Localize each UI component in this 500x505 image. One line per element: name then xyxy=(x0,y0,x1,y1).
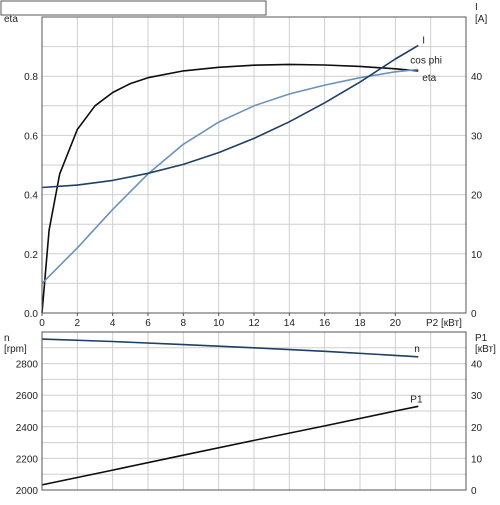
x-tick-label: 20 xyxy=(390,318,402,329)
series-line-I xyxy=(41,44,419,189)
x-axis-label: P2 [кВт] xyxy=(426,318,462,329)
x-tick-label: 14 xyxy=(284,318,296,329)
x-tick-label: 16 xyxy=(319,318,331,329)
x-tick-label: 2 xyxy=(75,318,81,329)
left-axis-unit: [rpm] xyxy=(4,344,27,355)
right-tick-label: 40 xyxy=(471,360,483,371)
right-axis-title: P1 xyxy=(475,333,488,344)
right-tick-label: 20 xyxy=(471,191,483,202)
left-tick-label: 0.0 xyxy=(24,309,38,320)
left-tick-label: 0.8 xyxy=(24,72,38,83)
right-tick-label: 30 xyxy=(471,131,483,142)
right-tick-label: 10 xyxy=(471,454,483,465)
x-tick-label: 12 xyxy=(248,318,260,329)
right-axis-title: I xyxy=(475,2,478,13)
series-label-eta: eta xyxy=(422,73,436,84)
right-tick-label: 0 xyxy=(471,486,477,497)
frame-layer xyxy=(0,0,467,491)
left-tick-label: 2600 xyxy=(16,391,39,402)
right-tick-label: 40 xyxy=(471,72,483,83)
right-axis-unit: [A] xyxy=(475,14,487,25)
right-tick-label: 20 xyxy=(471,423,483,434)
series-line-n xyxy=(41,338,419,358)
header-box xyxy=(0,0,267,16)
right-tick-label: 10 xyxy=(471,250,483,261)
right-axis-unit: [кВт] xyxy=(475,344,496,355)
x-tick-label: 8 xyxy=(181,318,187,329)
x-tick-label: 0 xyxy=(39,318,45,329)
x-tick-label: 18 xyxy=(354,318,366,329)
x-tick-label: 6 xyxy=(145,318,151,329)
series-layer xyxy=(41,44,419,486)
grid-layer xyxy=(42,17,466,490)
plot-frame xyxy=(41,331,467,491)
left-tick-label: 2800 xyxy=(16,360,39,371)
left-tick-label: 2400 xyxy=(16,423,39,434)
series-label-I: I xyxy=(422,35,425,46)
series-line-P1 xyxy=(41,405,419,486)
right-tick-label: 0 xyxy=(471,309,477,320)
left-tick-label: 2000 xyxy=(16,486,39,497)
left-axis-unit: eta xyxy=(4,14,18,25)
left-axis-title: n xyxy=(4,333,10,344)
x-tick-label: 10 xyxy=(213,318,225,329)
x-tick-label: 4 xyxy=(110,318,116,329)
left-tick-label: 0.4 xyxy=(24,191,38,202)
left-tick-label: 2200 xyxy=(16,454,39,465)
series-line-cos-phi xyxy=(41,68,419,284)
series-label-P1: P1 xyxy=(410,394,423,405)
series-line-eta xyxy=(41,63,419,314)
series-label-cos-phi: cos phi xyxy=(410,55,442,66)
series-label-n: n xyxy=(414,344,420,355)
right-tick-label: 30 xyxy=(471,391,483,402)
left-tick-label: 0.6 xyxy=(24,131,38,142)
left-tick-label: 0.2 xyxy=(24,250,38,261)
